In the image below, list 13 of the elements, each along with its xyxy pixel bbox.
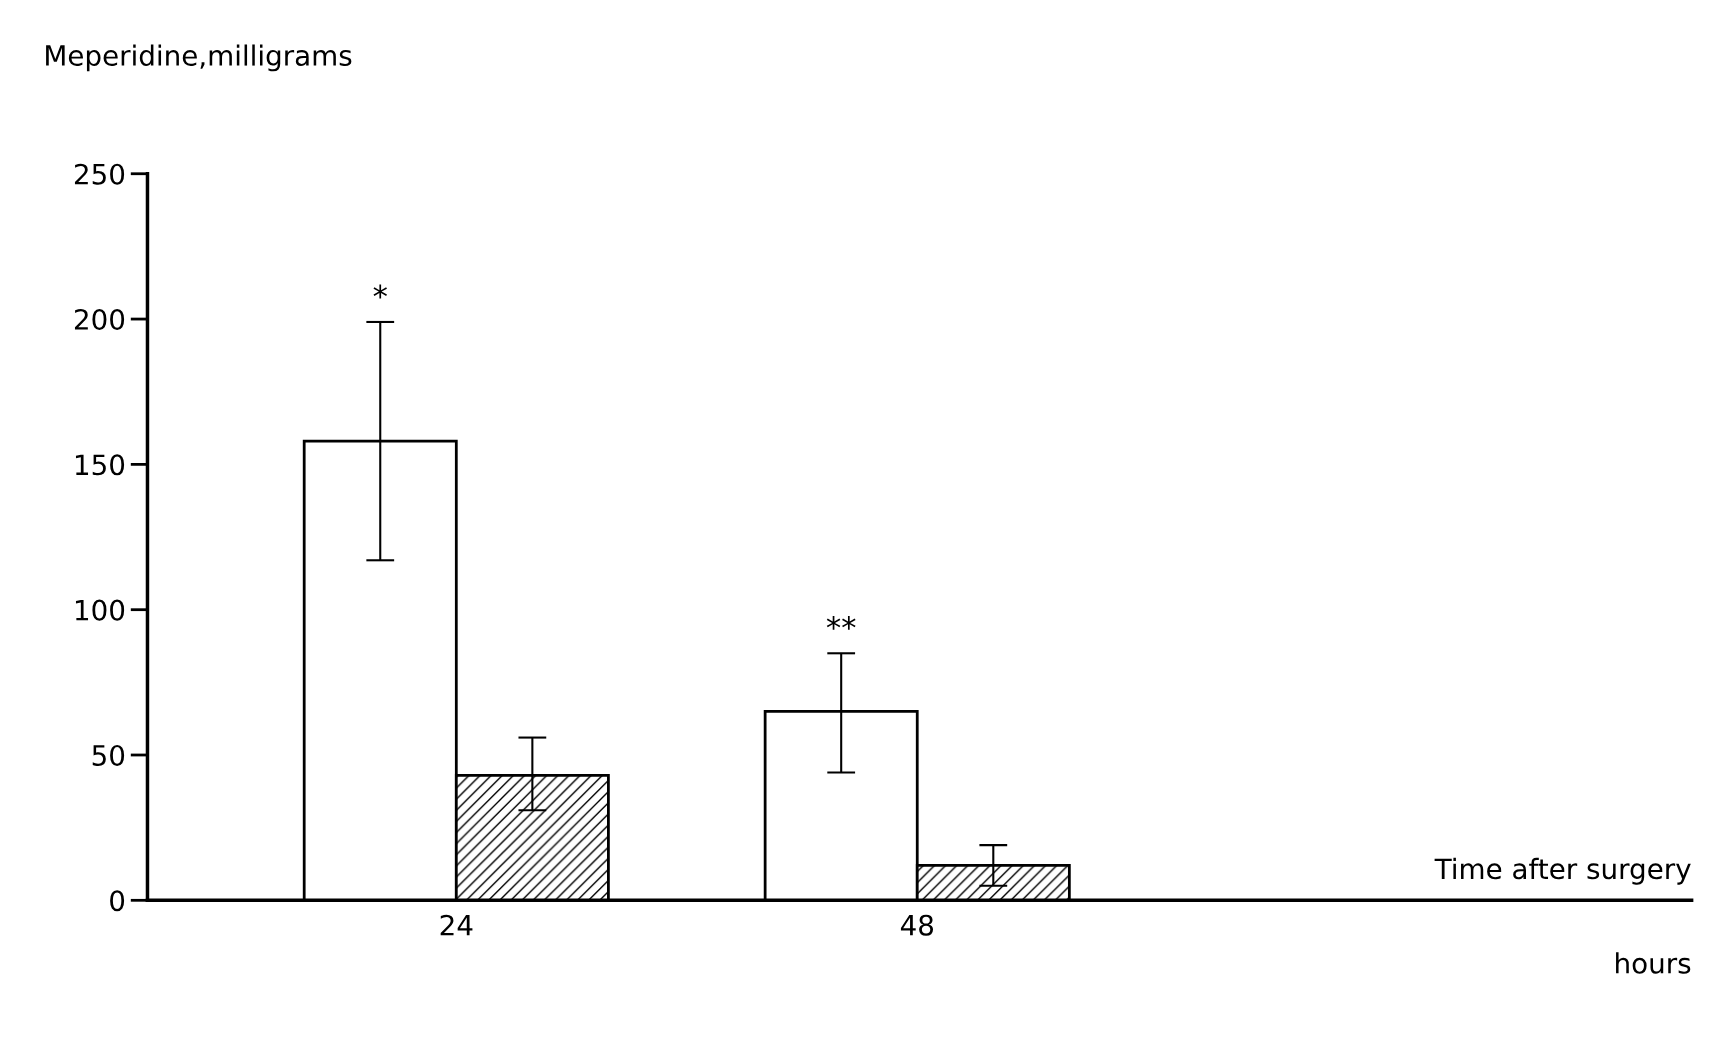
annotation: ** bbox=[826, 615, 856, 630]
y-tick-label: 200 bbox=[74, 309, 125, 331]
y-tick-label: 150 bbox=[75, 454, 125, 476]
text: hours bbox=[1616, 952, 1691, 974]
y-tick-label: 0 bbox=[110, 890, 125, 912]
y-tick-label: 50 bbox=[92, 744, 125, 766]
x-tick-label: 48 bbox=[900, 914, 934, 936]
text: Time after surgery bbox=[1434, 857, 1691, 885]
y-tick-label: 250 bbox=[74, 163, 125, 185]
x-tick-label: 24 bbox=[440, 914, 473, 936]
annotation: * bbox=[373, 284, 387, 299]
y-tick-label: 100 bbox=[75, 599, 125, 621]
y-axis-title: Meperidine,milligrams bbox=[46, 44, 352, 72]
